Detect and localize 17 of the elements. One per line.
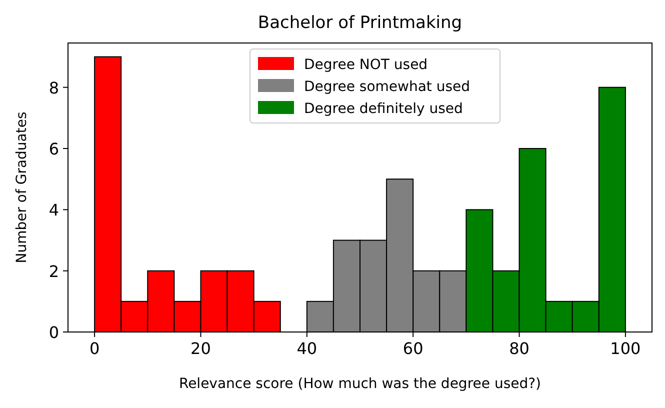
x-axis-title: Relevance score (How much was the degree used?) xyxy=(178,376,542,392)
x-tick-label: 60 xyxy=(402,339,424,358)
x-tick-label: 40 xyxy=(296,339,318,358)
legend-label: Degree somewhat used xyxy=(304,79,470,95)
y-tick-label: 4 xyxy=(48,200,59,220)
x-tick-label: 100 xyxy=(610,339,641,358)
y-tick-label: 8 xyxy=(48,78,59,98)
y-tick-label: 2 xyxy=(48,262,59,281)
y-tick-label: 6 xyxy=(48,140,59,159)
legend-label: Degree definitely used xyxy=(304,101,463,117)
y-tick-label: 0 xyxy=(48,323,59,342)
x-tick-label: 0 xyxy=(89,339,100,358)
x-tick-label: 80 xyxy=(509,339,530,358)
y-axis-title: Number of Graduates xyxy=(14,112,30,264)
x-tick-label: 20 xyxy=(190,339,211,358)
legend-label: Degree NOT used xyxy=(304,57,428,73)
chart-title: Bachelor of Printmaking xyxy=(258,13,462,33)
